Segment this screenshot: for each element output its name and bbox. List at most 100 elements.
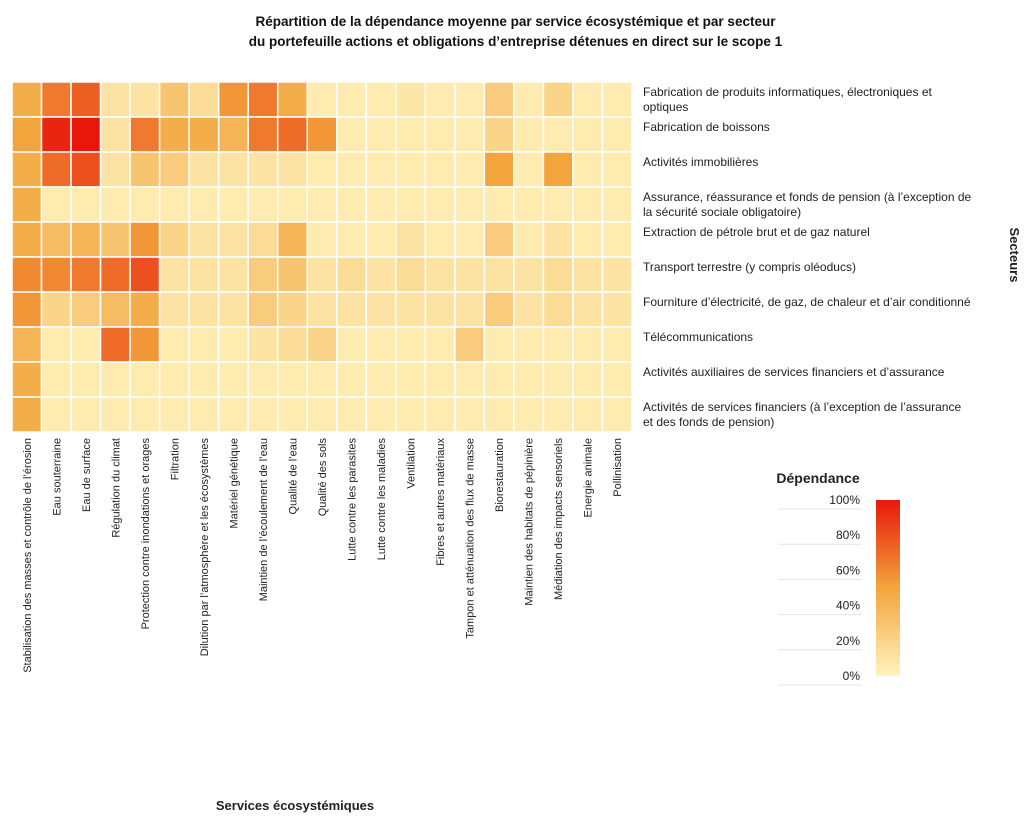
x-tick-label: Qualité des sols — [317, 438, 329, 517]
cell — [40, 221, 72, 258]
cell — [70, 361, 102, 398]
cell — [513, 81, 545, 118]
cell — [276, 186, 308, 223]
cell — [188, 151, 220, 188]
x-tick-label: Pollinisation — [612, 438, 624, 497]
cell — [395, 291, 427, 328]
cell — [572, 81, 604, 118]
cell — [11, 221, 43, 258]
cell — [11, 151, 43, 188]
cell — [129, 186, 161, 223]
cell — [336, 256, 368, 293]
cell — [306, 186, 338, 223]
cell — [336, 326, 368, 363]
cell — [542, 361, 574, 398]
cell — [247, 326, 279, 363]
cell — [158, 361, 190, 398]
cell — [542, 151, 574, 188]
y-tick-label: Fourniture d’électricité, de gaz, de cha… — [643, 294, 971, 309]
cell — [70, 396, 102, 433]
y-tick-label: Extraction de pétrole brut et de gaz nat… — [643, 224, 870, 239]
cell — [247, 81, 279, 118]
y-tick-label: Transport terrestre (y compris oléoducs) — [643, 259, 856, 274]
cell — [129, 81, 161, 118]
cell — [365, 186, 397, 223]
cell — [513, 291, 545, 328]
cell — [601, 291, 633, 328]
cell — [395, 361, 427, 398]
cell — [336, 116, 368, 153]
cell — [365, 221, 397, 258]
cell — [572, 326, 604, 363]
cell — [572, 151, 604, 188]
x-tick-label: Dilution par l’atmosphère et les écosyst… — [199, 438, 211, 657]
cell — [188, 291, 220, 328]
x-tick-label: Ventilation — [406, 438, 418, 489]
cell — [513, 361, 545, 398]
cell — [99, 81, 131, 118]
cell — [306, 81, 338, 118]
cell — [572, 256, 604, 293]
cell — [158, 116, 190, 153]
cell — [483, 151, 515, 188]
cell — [129, 221, 161, 258]
cell — [217, 291, 249, 328]
cell — [70, 326, 102, 363]
cell — [306, 256, 338, 293]
cell — [424, 81, 456, 118]
cell — [99, 151, 131, 188]
cell — [601, 326, 633, 363]
cell — [99, 396, 131, 433]
cell — [513, 151, 545, 188]
cell — [513, 116, 545, 153]
cell — [424, 116, 456, 153]
cell — [306, 326, 338, 363]
cell — [454, 291, 486, 328]
cell — [454, 326, 486, 363]
cell — [129, 291, 161, 328]
cell — [70, 221, 102, 258]
x-tick-label: Energie animale — [583, 438, 595, 518]
legend-tick-label: 20% — [836, 634, 860, 648]
cell — [513, 256, 545, 293]
x-tick-label: Maintien de l’écoulement de l’eau — [258, 438, 270, 601]
cell — [483, 326, 515, 363]
cell — [336, 361, 368, 398]
cell — [247, 151, 279, 188]
cell — [395, 396, 427, 433]
cell — [454, 186, 486, 223]
cell — [513, 186, 545, 223]
cell — [129, 116, 161, 153]
cell — [11, 291, 43, 328]
x-tick-label: Lutte contre les maladies — [376, 438, 388, 561]
cell — [454, 81, 486, 118]
cell — [601, 221, 633, 258]
cell — [601, 361, 633, 398]
cell — [158, 151, 190, 188]
cell — [276, 151, 308, 188]
cell — [40, 396, 72, 433]
cell — [454, 256, 486, 293]
cell — [365, 326, 397, 363]
x-tick-label: Fibres et autres matériaux — [435, 438, 447, 566]
cell — [424, 361, 456, 398]
cell — [276, 81, 308, 118]
x-tick-label: Matériel génétique — [228, 438, 240, 529]
cell — [70, 81, 102, 118]
cell — [454, 116, 486, 153]
cell — [158, 221, 190, 258]
cell — [513, 326, 545, 363]
cell — [454, 151, 486, 188]
cell — [158, 256, 190, 293]
cell — [395, 151, 427, 188]
cell — [11, 186, 43, 223]
cell — [70, 256, 102, 293]
cell — [542, 116, 574, 153]
x-tick-label: Médiation des impacts sensoriels — [553, 438, 565, 601]
legend-tick-label: 100% — [829, 493, 860, 507]
x-tick-label: Maintien des habitats de pépinière — [524, 438, 536, 606]
cell — [217, 151, 249, 188]
cell — [276, 326, 308, 363]
color-bar — [876, 500, 900, 676]
